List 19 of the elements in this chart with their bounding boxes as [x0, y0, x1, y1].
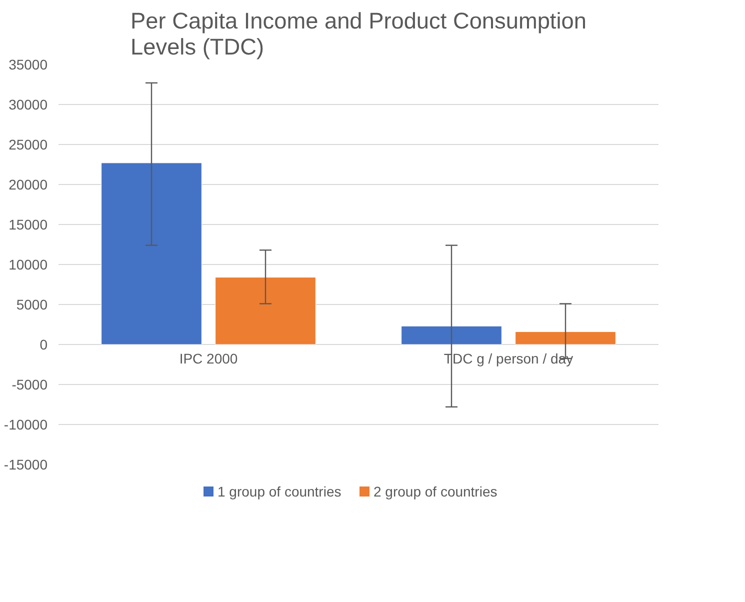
y-tick-label: -15000 [4, 456, 48, 472]
legend-label: 1 group of countries [218, 484, 342, 500]
legend-label: 2 group of countries [374, 484, 498, 500]
bar [101, 162, 202, 345]
bar [515, 331, 616, 345]
y-tick-label: 20000 [8, 176, 48, 192]
y-tick-label: 25000 [8, 136, 48, 152]
y-tick-label: 0 [40, 336, 48, 352]
y-tick-label: 35000 [8, 56, 48, 72]
chart-title: Per Capita Income and Product Consumption Levels (TDC) [130, 8, 586, 60]
x-tick-label: IPC 2000 [179, 350, 238, 366]
y-tick-label: -5000 [12, 376, 48, 392]
y-tick-label: 15000 [8, 216, 48, 232]
y-tick-label: 30000 [8, 96, 48, 112]
y-tick-label: 10000 [8, 256, 48, 272]
bar [401, 326, 502, 345]
y-tick-label: 5000 [16, 296, 48, 312]
y-tick-label: -10000 [4, 416, 48, 432]
bar [215, 277, 316, 345]
